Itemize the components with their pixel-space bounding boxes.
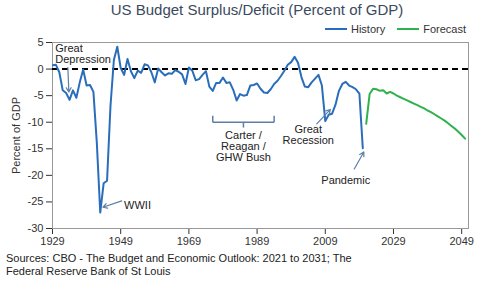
html-text:History: History	[351, 23, 386, 35]
svg-text:-30: -30	[28, 222, 44, 234]
svg-text:-25: -25	[28, 195, 44, 207]
svg-text:-15: -15	[28, 142, 44, 154]
html-text:Forecast: Forecast	[423, 23, 466, 35]
svg-text:2049: 2049	[449, 235, 473, 247]
svg-text:-10: -10	[28, 116, 44, 128]
svg-text:GreatRecession: GreatRecession	[283, 123, 334, 146]
html-text:US Budget Surplus/Deficit (Per: US Budget Surplus/Deficit (Percent of GD…	[110, 1, 404, 18]
svg-text:1929: 1929	[40, 235, 64, 247]
svg-text:1969: 1969	[177, 235, 201, 247]
svg-text:-5: -5	[34, 89, 44, 101]
html-text:Sources: CBO - The Budget and: Sources: CBO - The Budget and Economic O…	[6, 252, 352, 277]
svg-text:Carter /Reagan /GHW Bush: Carter /Reagan /GHW Bush	[216, 129, 271, 163]
svg-text:1989: 1989	[245, 235, 269, 247]
svg-text:2009: 2009	[313, 235, 337, 247]
svg-text:-20: -20	[28, 169, 44, 181]
svg-text:WWII: WWII	[124, 199, 151, 211]
svg-text:1949: 1949	[108, 235, 132, 247]
svg-text:Percent of GDP: Percent of GDP	[10, 97, 22, 174]
svg-text:0: 0	[37, 63, 43, 75]
svg-text:Pandemic: Pandemic	[321, 174, 370, 186]
svg-text:2029: 2029	[381, 235, 405, 247]
svg-text:5: 5	[37, 36, 43, 48]
svg-text:GreatDepression: GreatDepression	[55, 42, 111, 65]
